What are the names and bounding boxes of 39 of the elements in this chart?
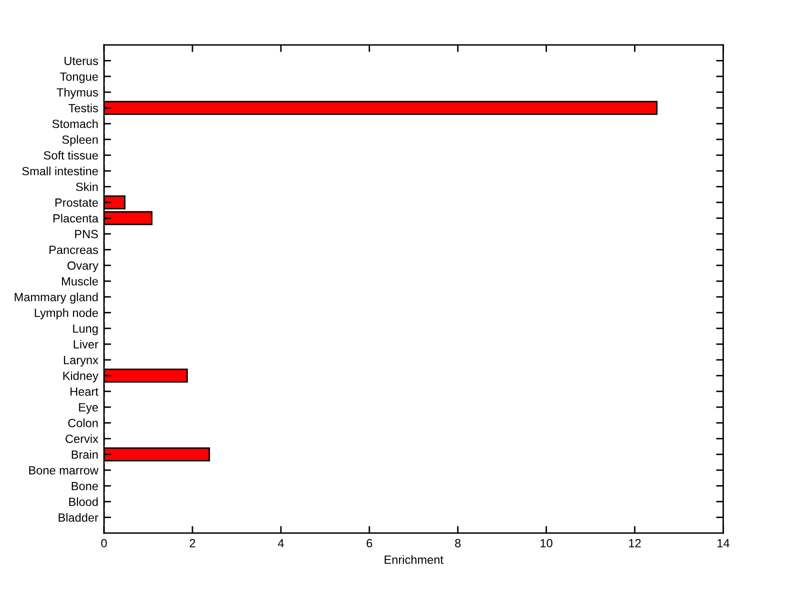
x-tick-label: 2 xyxy=(190,538,196,548)
y-tick-label: Blood xyxy=(69,497,98,506)
x-axis-title: Enrichment xyxy=(384,555,444,564)
x-tick-label: 10 xyxy=(540,538,552,548)
y-tick-label: Pancreas xyxy=(50,246,98,254)
y-tick-label: Thymus xyxy=(56,88,98,99)
y-tick-label: Bone marrow xyxy=(29,466,98,475)
y-tick-label: Lymph node xyxy=(34,308,98,320)
x-tick-label: 0 xyxy=(101,538,107,548)
y-tick-label: Muscle xyxy=(62,276,98,286)
y-tick-label: Spleen xyxy=(62,135,98,146)
y-tick-label: Cervix xyxy=(66,434,98,444)
y-tick-label: Mammary gland xyxy=(14,292,98,304)
y-tick-label: Liver xyxy=(74,340,98,349)
y-tick-label: Kidney xyxy=(63,371,98,382)
y-tick-label: Soft tissue xyxy=(44,150,98,160)
y-tick-label: Ovary xyxy=(68,261,98,272)
y-tick-label: Placenta xyxy=(53,214,98,223)
y-tick-label: Testis xyxy=(68,104,98,112)
y-tick-label: Heart xyxy=(70,388,98,396)
y-tick-label: Brain xyxy=(72,450,98,459)
y-tick-label: Prostate xyxy=(55,198,98,207)
x-tick-label: 12 xyxy=(629,538,641,548)
x-tick-label: 8 xyxy=(455,538,461,548)
y-tick-label: Bone xyxy=(72,482,98,490)
x-tick-label: 14 xyxy=(718,539,730,548)
y-tick-label: PNS xyxy=(75,230,98,238)
y-tick-label: Larynx xyxy=(64,356,98,367)
x-tick-label: 6 xyxy=(366,538,372,548)
y-tick-label: Eye xyxy=(79,403,98,414)
y-tick-label: Skin xyxy=(76,182,98,192)
y-tick-label: Bladder xyxy=(58,513,98,522)
y-tick-label: Tongue xyxy=(60,72,98,84)
y-tick-label: Small intestine xyxy=(22,166,98,176)
y-tick-label: Colon xyxy=(68,418,98,428)
y-tick-label: Lung xyxy=(73,324,98,336)
y-tick-label: Stomach xyxy=(52,119,98,128)
x-tick-label: 4 xyxy=(278,539,284,548)
y-tick-label: Uterus xyxy=(64,56,98,66)
